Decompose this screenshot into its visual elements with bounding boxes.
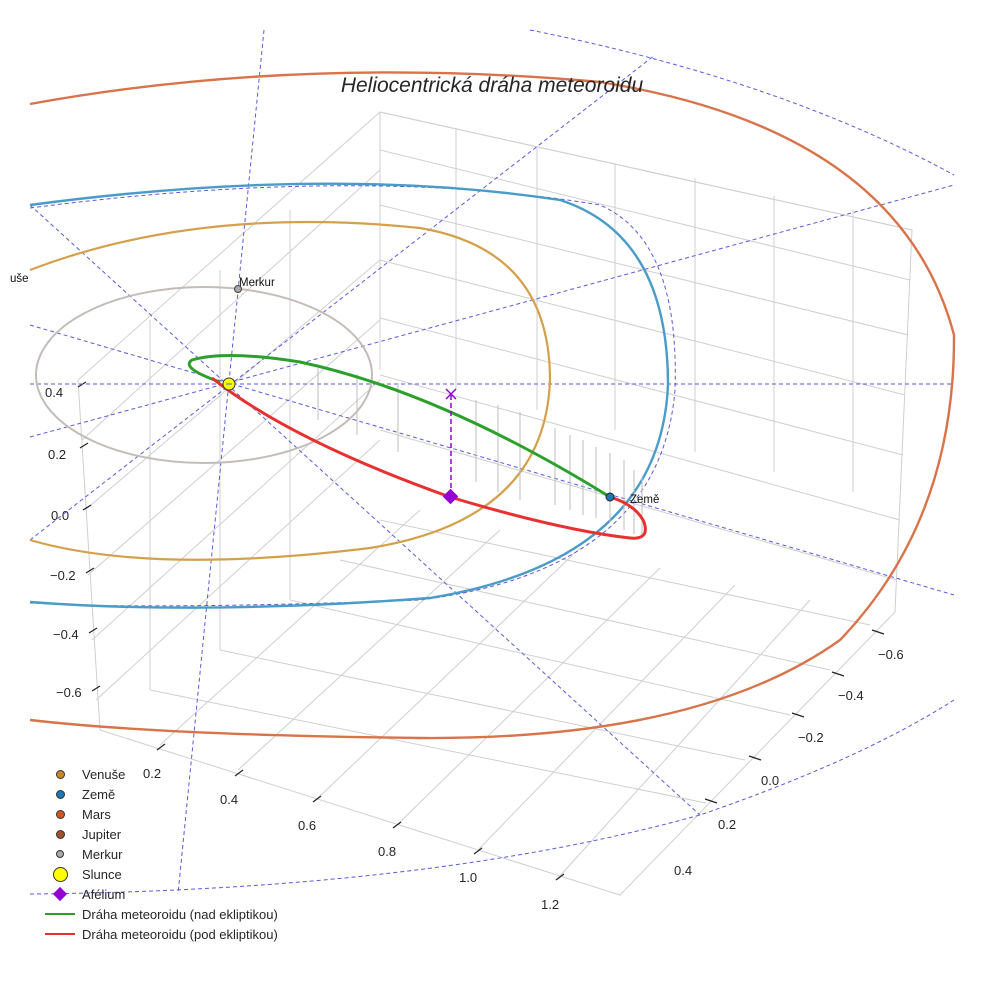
legend-item-sun: Slunce — [40, 864, 278, 884]
earth-orbit — [29, 182, 670, 609]
axis-ticks — [77, 381, 885, 881]
meteoroid-drop-lines — [317, 368, 643, 536]
x-tick-3: 0.8 — [378, 844, 396, 859]
aphelion-x-marker — [445, 388, 457, 400]
x-tick-2: 0.6 — [298, 818, 316, 833]
y-axis-labels: −0.6 −0.4 −0.2 0.0 0.2 0.4 — [674, 647, 904, 878]
y-tick-1: −0.4 — [838, 688, 864, 703]
x-tick-1: 0.4 — [220, 792, 238, 807]
red-line-icon — [45, 933, 75, 935]
legend-item-meteoroid-above: Dráha meteoroidu (nad ekliptikou) — [40, 904, 278, 924]
y-tick-0: −0.6 — [878, 647, 904, 662]
z-tick-4: −0.4 — [53, 627, 79, 642]
z-tick-2: 0.0 — [51, 508, 69, 523]
jupiter-dot-icon — [55, 829, 65, 839]
legend-item-meteoroid-below: Dráha meteoroidu (pod ekliptikou) — [40, 924, 278, 944]
legend-item-earth: Země — [40, 784, 278, 804]
ecliptic-guide-lines — [29, 29, 955, 895]
meteoroid-path-below-ecliptic — [211, 376, 647, 540]
chart-title: Heliocentrická dráha meteoroidu — [340, 74, 644, 97]
legend-item-jupiter: Jupiter — [40, 824, 278, 844]
mercury-orbit — [35, 286, 373, 464]
mercury-dot-icon — [56, 850, 64, 858]
legend: Venuše Země Mars Jupiter Merkur Slunce A… — [40, 764, 278, 944]
x-tick-4: 1.0 — [459, 870, 477, 885]
z-tick-0: 0.4 — [45, 385, 63, 400]
mercury-label: Merkur — [239, 277, 275, 289]
x-tick-5: 1.2 — [541, 897, 559, 912]
venus-dot-icon — [55, 769, 65, 779]
mercury-marker — [234, 285, 242, 293]
legend-item-aphelion: Afélium — [40, 884, 278, 904]
orbits — [29, 71, 956, 740]
earth-label: Země — [630, 494, 659, 506]
grid — [77, 111, 913, 896]
z-tick-5: −0.6 — [56, 685, 82, 700]
y-tick-3: 0.0 — [761, 773, 779, 788]
meteoroid-path-above-ecliptic — [187, 353, 611, 499]
venus-label-partial: uše — [10, 273, 29, 285]
y-tick-5: 0.4 — [674, 863, 692, 878]
green-line-icon — [45, 913, 75, 915]
x-tick-0: 0.2 — [143, 766, 161, 781]
mars-orbit — [29, 71, 956, 740]
mars-dot-icon — [55, 809, 65, 819]
earth-dot-icon — [55, 789, 65, 799]
sun-dot-icon — [52, 866, 68, 882]
y-tick-4: 0.2 — [718, 817, 736, 832]
venus-orbit — [29, 220, 552, 561]
legend-item-venus: Venuše — [40, 764, 278, 784]
x-axis-labels: 0.2 0.4 0.6 0.8 1.0 1.2 — [143, 766, 559, 912]
y-tick-2: −0.2 — [798, 730, 824, 745]
aphelion-diamond-icon — [52, 886, 68, 902]
z-tick-3: −0.2 — [50, 568, 76, 583]
aphelion-marker — [442, 488, 459, 505]
earth-marker — [605, 492, 615, 502]
z-tick-1: 0.2 — [48, 447, 66, 462]
z-axis-labels: 0.4 0.2 0.0 −0.2 −0.4 −0.6 — [45, 385, 82, 700]
legend-item-mars: Mars — [40, 804, 278, 824]
legend-item-mercury: Merkur — [40, 844, 278, 864]
